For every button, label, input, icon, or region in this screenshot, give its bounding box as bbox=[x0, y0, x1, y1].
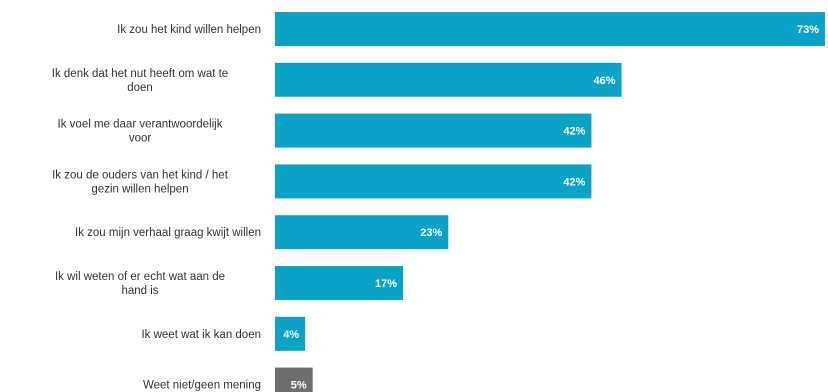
category-label-6: Ik weet wat ik kan doen bbox=[141, 329, 261, 341]
value-label-4: 23% bbox=[420, 227, 442, 239]
bar-3 bbox=[275, 164, 592, 199]
value-label-6: 4% bbox=[283, 329, 299, 341]
bar-5 bbox=[275, 266, 404, 300]
bar-2 bbox=[275, 113, 592, 148]
category-label-3: Ik zou de ouders van het kind / het gezin… bbox=[52, 169, 229, 195]
bar-4 bbox=[275, 215, 449, 250]
value-label-5: 17% bbox=[375, 278, 397, 290]
category-label-4: Ik zou mijn verhaal graag kwijt willen bbox=[75, 227, 261, 239]
bars bbox=[275, 12, 825, 392]
category-label-0: Ik zou het kind willen helpen bbox=[117, 24, 261, 36]
category-label-5: Ik wil weten of er echt wat aan de hand i… bbox=[55, 271, 225, 297]
bar-1 bbox=[275, 62, 622, 97]
value-label-2: 42% bbox=[563, 126, 585, 138]
category-labels: Ik zou het kind willen helpen Ik denk dat… bbox=[52, 24, 261, 392]
bar-7 bbox=[275, 367, 313, 392]
category-label-1: Ik denk dat het nut heeft om wat te doen bbox=[52, 68, 228, 94]
bar-0 bbox=[275, 12, 825, 46]
value-label-0: 73% bbox=[797, 24, 819, 36]
bar-6 bbox=[275, 316, 306, 351]
value-label-1: 46% bbox=[594, 75, 616, 87]
value-labels: 73% 46% 42% 42% 23% 17% 4% 5% bbox=[283, 24, 819, 392]
category-label-2: Ik voel me daar verantwoordelijk voor bbox=[58, 119, 223, 145]
value-label-3: 42% bbox=[563, 176, 585, 188]
value-label-7: 5% bbox=[291, 380, 307, 392]
category-label-7: Weet niet/geen mening bbox=[143, 380, 261, 392]
